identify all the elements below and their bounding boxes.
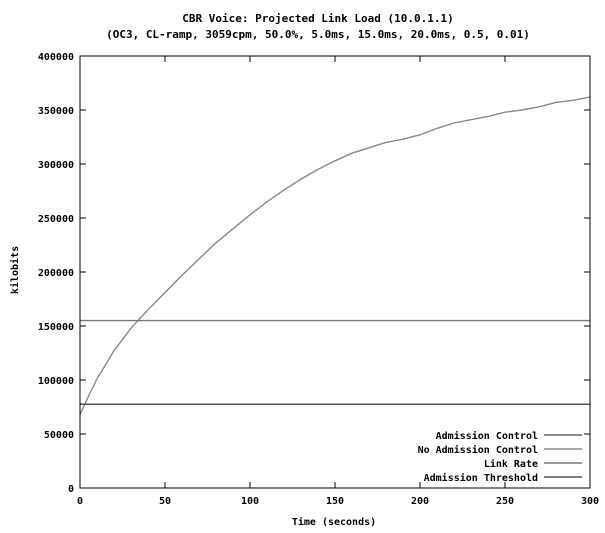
x-axis-label: Time (seconds): [292, 516, 376, 528]
plot-border: [79, 55, 591, 489]
y-tick-label: 250000: [38, 214, 74, 225]
y-tick-label: 0: [68, 484, 74, 495]
plot-area: [79, 96, 591, 415]
x-tick-label: 50: [159, 496, 171, 507]
x-tick-label: 100: [241, 496, 259, 507]
series-line-no-admission-control: [79, 96, 591, 415]
legend-label: Link Rate: [484, 458, 538, 470]
y-tick-label: 50000: [44, 430, 74, 441]
chart-title: CBR Voice: Projected Link Load (10.0.1.1…: [182, 12, 454, 25]
legend: Admission Control No Admission Control Lin…: [418, 430, 582, 484]
x-axis: 0 50 100 150 200 250 300: [77, 56, 599, 507]
x-tick-label: 200: [411, 496, 429, 507]
legend-label: No Admission Control: [418, 444, 538, 456]
y-tick-label: 300000: [38, 160, 74, 171]
x-tick-label: 300: [581, 496, 599, 507]
y-tick-label: 200000: [38, 268, 74, 279]
x-tick-label: 150: [326, 496, 344, 507]
y-axis-label: kilobits: [9, 246, 21, 294]
y-tick-label: 350000: [38, 106, 74, 117]
x-tick-label: 0: [77, 496, 83, 507]
y-axis: 0 50000 100000 150000 200000 250000 300000 3500…: [38, 52, 590, 495]
legend-label: Admission Threshold: [424, 472, 538, 484]
y-tick-label: 100000: [38, 376, 74, 387]
x-tick-label: 250: [496, 496, 514, 507]
legend-label: Admission Control: [436, 430, 538, 442]
y-tick-label: 150000: [38, 322, 74, 333]
y-tick-label: 400000: [38, 52, 74, 63]
chart-subtitle: (OC3, CL-ramp, 3059cpm, 50.0%, 5.0ms, 15…: [106, 28, 530, 41]
